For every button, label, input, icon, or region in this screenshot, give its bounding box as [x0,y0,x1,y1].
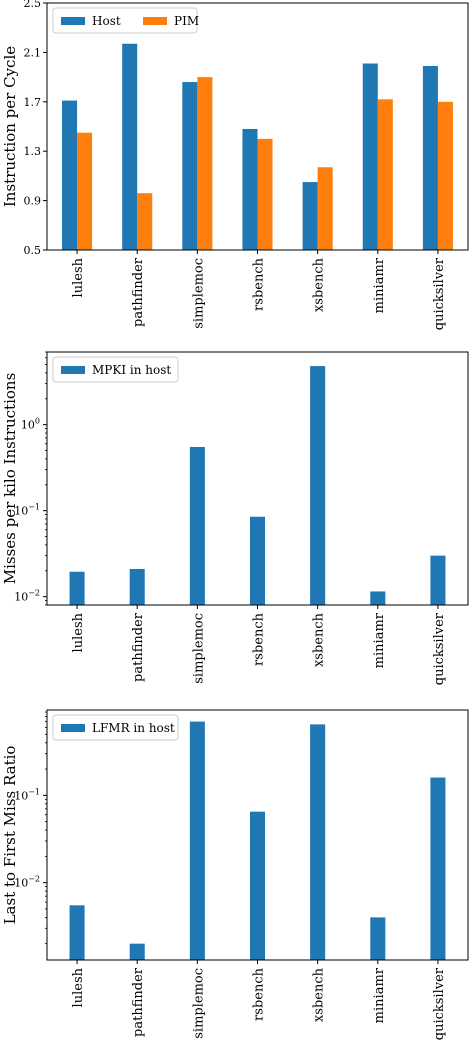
y-axis-label: Instruction per Cycle [1,46,19,207]
x-tick-label: pathfinder [131,257,146,327]
y-tick-label: 0.9 [24,195,42,208]
y-tick-label: 0.5 [24,244,42,257]
bar-pim-xsbench [317,167,333,250]
bar-lfmr-in-host-miniamr [370,917,386,960]
x-tick-label: lulesh [71,612,86,652]
chart-3: 10−2 10−1 lulesh pathfinder simplemoc rsbench… [1,709,469,1040]
x-tick-label: miniamr [372,612,387,668]
bar-lfmr-in-host-pathfinder [129,943,145,960]
x-tick-label: quicksilver [432,612,447,685]
bar-host-rsbench [242,128,258,250]
bar-mpki-in-host-miniamr [370,591,386,605]
x-tick-label: simplemoc [191,613,206,684]
legend [52,714,179,741]
x-tick-label: rsbench [252,257,267,311]
y-tick-label: 2.1 [24,46,42,59]
x-tick-label: xsbench [312,612,327,667]
y-tick-label: 10−2 [14,589,40,604]
bar-pim-simplemoc [197,77,213,250]
x-tick-label: pathfinder [131,612,146,682]
y-tick-label: 10−1 [14,503,40,518]
bar-pim-lulesh [77,132,93,250]
legend [52,7,198,34]
x-tick-label: simplemoc [191,968,206,1039]
x-tick-label: simplemoc [191,258,206,329]
bar-pim-quicksilver [437,101,453,250]
bar-host-lulesh [62,100,78,250]
bar-lfmr-in-host-xsbench [310,724,326,960]
chart-1: 0.5 0.9 1.3 1.7 2.1 2.5 lulesh pathfinder simple… [1,0,469,330]
legend-swatch [61,724,85,732]
legend-label: PIM [174,14,199,28]
bar-lfmr-in-host-simplemoc [189,721,205,960]
bar-host-miniamr [362,63,378,250]
bar-host-pathfinder [122,43,138,250]
bar-pim-miniamr [377,99,393,250]
bar-pim-pathfinder [137,193,153,250]
y-tick-label: 100 [21,417,40,432]
y-tick-label: 1.3 [24,145,42,158]
x-tick-label: rsbench [252,612,267,666]
legend [52,356,179,383]
y-tick-label: 10−2 [14,875,40,890]
legend-label: LFMR in host [92,721,175,735]
bar-host-simplemoc [182,82,198,250]
bar-host-xsbench [302,182,318,250]
chart-2: 10−2 10−1 100 lulesh pathfinder simplemoc rsbe… [1,351,469,685]
x-tick-label: lulesh [71,257,86,297]
bar-mpki-in-host-xsbench [310,366,326,605]
x-tick-label: pathfinder [131,967,146,1037]
y-axis-label: Last to First Miss Ratio [1,746,19,925]
y-tick-label: 10−1 [14,787,40,802]
x-tick-label: quicksilver [432,257,447,330]
x-tick-label: lulesh [71,967,86,1007]
y-tick-label: 2.5 [24,0,42,10]
bar-lfmr-in-host-lulesh [69,905,85,960]
legend-swatch [143,17,167,25]
bar-lfmr-in-host-rsbench [249,811,266,960]
x-tick-label: xsbench [312,967,327,1022]
bar-mpki-in-host-pathfinder [129,568,145,605]
legend-swatch [61,17,85,25]
x-tick-label: rsbench [252,967,267,1021]
bar-mpki-in-host-simplemoc [189,447,205,605]
bar-mpki-in-host-rsbench [249,516,266,605]
bar-mpki-in-host-quicksilver [430,555,446,605]
bar-pim-rsbench [257,138,273,250]
x-tick-label: miniamr [372,967,387,1023]
bar-mpki-in-host-lulesh [69,571,85,605]
bar-lfmr-in-host-quicksilver [430,777,446,960]
x-tick-label: xsbench [312,257,327,312]
y-tick-label: 1.7 [24,96,42,109]
legend-label: MPKI in host [92,363,171,377]
legend-swatch [61,366,85,374]
x-tick-label: miniamr [372,257,387,313]
x-tick-label: quicksilver [432,967,447,1040]
y-axis-label: Misses per kilo Instructions [1,373,19,585]
legend-label: Host [92,14,121,28]
bar-host-quicksilver [422,65,438,251]
